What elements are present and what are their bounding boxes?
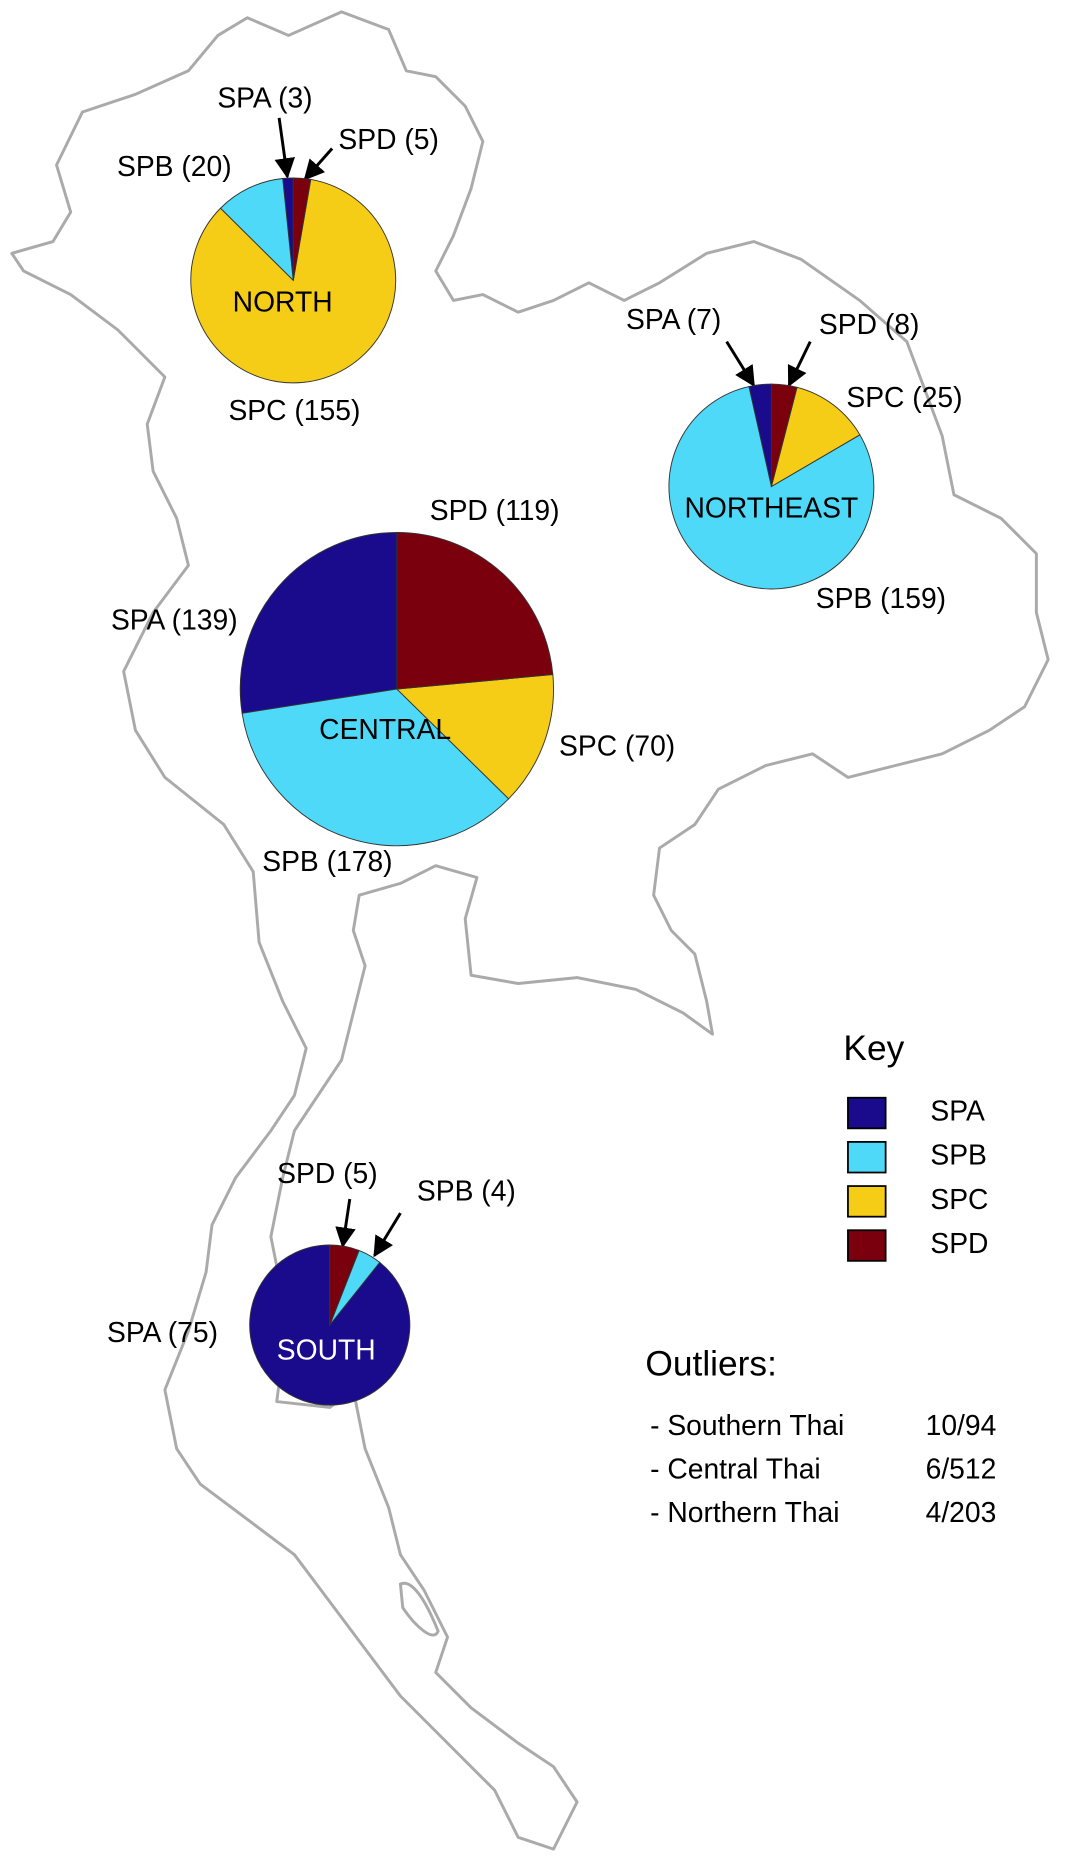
slice-label: SPC (155) — [228, 394, 360, 426]
slice-label: SPB (178) — [262, 845, 392, 877]
slice-label: SPA (75) — [107, 1316, 218, 1348]
outlier-region: - Northern Thai — [650, 1496, 839, 1528]
outliers-title: Outliers: — [645, 1345, 777, 1384]
slice-label: SPD (119) — [430, 494, 560, 526]
pie-slice — [396, 531, 554, 690]
legend-swatch — [847, 1185, 887, 1218]
legend-label: SPA — [930, 1095, 985, 1127]
country-outline — [10, 10, 1050, 1851]
region-label: SOUTH — [277, 1334, 376, 1366]
slice-label: SPB (20) — [117, 150, 232, 182]
pie-slice — [190, 178, 397, 384]
region-label: NORTHEAST — [685, 492, 859, 524]
legend-label: SPC — [930, 1183, 988, 1215]
slice-label: SPC (25) — [846, 381, 962, 413]
region-label: NORTH — [233, 285, 333, 317]
legend-title: Key — [843, 1029, 904, 1068]
slice-label: SPB (4) — [417, 1175, 516, 1207]
pie-slice — [329, 1244, 360, 1326]
outlier-region: - Central Thai — [650, 1453, 821, 1485]
arrow — [303, 147, 334, 181]
legend-swatch — [847, 1141, 887, 1174]
legend-swatch — [847, 1229, 887, 1262]
slice-label: SPB (159) — [816, 582, 946, 614]
pie-slice — [770, 383, 798, 487]
slice-label: SPA (7) — [626, 303, 721, 335]
arrow — [787, 341, 812, 388]
pie-slice — [292, 177, 312, 281]
outlier-ratio: 10/94 — [926, 1409, 997, 1441]
arrows — [274, 117, 812, 1258]
pie-slice — [395, 673, 554, 800]
pie-slice — [770, 386, 861, 488]
outlier-ratio: 6/512 — [926, 1453, 997, 1485]
pie-slice — [239, 531, 398, 714]
slice-label: SPD (5) — [338, 123, 438, 155]
slice-label: SPD (8) — [819, 308, 919, 340]
slice-label: SPA (139) — [111, 603, 238, 635]
arrow — [335, 1198, 356, 1249]
legend-label: SPB — [930, 1139, 987, 1171]
legend-swatch — [847, 1096, 887, 1130]
legend-label: SPD — [930, 1227, 988, 1259]
slice-label: SPC (70) — [559, 729, 675, 761]
slice-label: SPA (3) — [217, 82, 312, 114]
pie-slice — [241, 688, 510, 847]
arrow — [274, 117, 295, 179]
outlier-ratio: 4/203 — [926, 1496, 997, 1528]
arrow — [373, 1212, 402, 1258]
arrow — [725, 340, 755, 387]
pie-slice — [219, 177, 294, 282]
region-label: CENTRAL — [319, 713, 451, 745]
pie-slice — [668, 385, 875, 590]
slice-label: SPD (5) — [277, 1157, 377, 1189]
outlier-region: - Southern Thai — [650, 1409, 844, 1441]
island — [398, 1581, 440, 1637]
